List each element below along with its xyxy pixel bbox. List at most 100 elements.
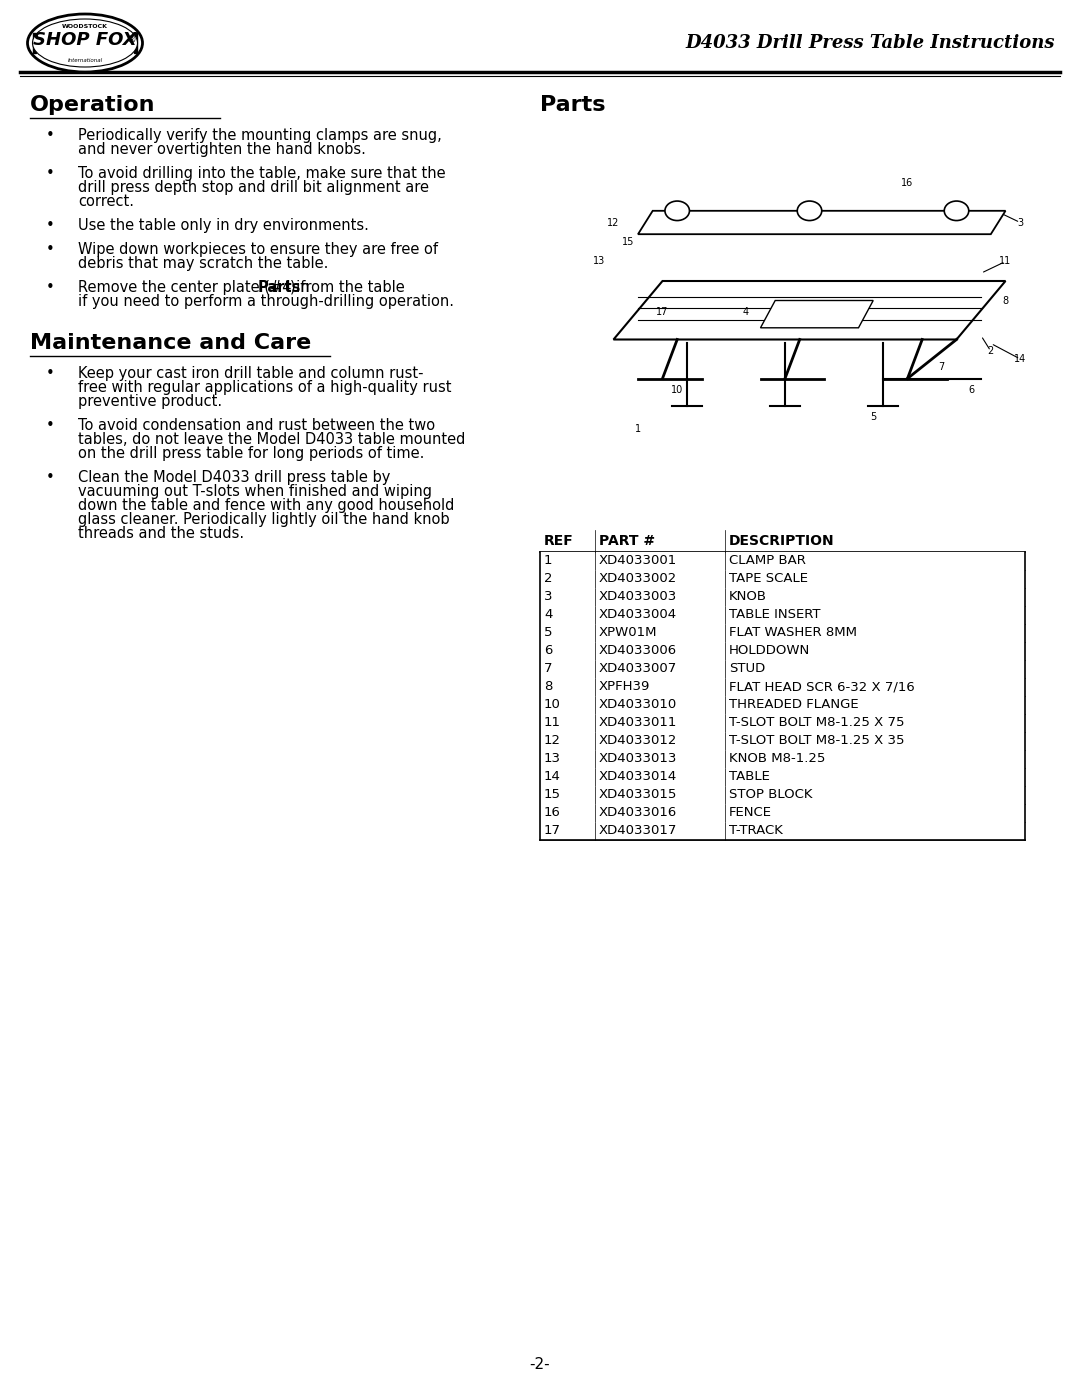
Text: 1: 1	[544, 555, 553, 567]
Bar	[540, 678, 1025, 696]
Text: 15: 15	[544, 788, 561, 802]
Text: 2: 2	[544, 573, 553, 585]
Text: D4033 Drill Press Table Instructions: D4033 Drill Press Table Instructions	[686, 34, 1055, 52]
Text: •: •	[45, 418, 54, 433]
Text: Parts: Parts	[540, 95, 606, 115]
Text: ) from the table: ) from the table	[291, 279, 405, 295]
Bar	[540, 624, 1025, 643]
Text: Clean the Model D4033 drill press table by: Clean the Model D4033 drill press table …	[78, 469, 390, 485]
Polygon shape	[613, 281, 1005, 339]
Text: T-SLOT BOLT M8-1.25 X 35: T-SLOT BOLT M8-1.25 X 35	[729, 735, 905, 747]
Circle shape	[944, 201, 969, 221]
Bar	[540, 805, 1025, 821]
Text: XD4033013: XD4033013	[599, 753, 677, 766]
Text: preventive product.: preventive product.	[78, 394, 222, 409]
FancyBboxPatch shape	[33, 34, 36, 53]
Text: threads and the studs.: threads and the studs.	[78, 527, 244, 541]
Text: 16: 16	[902, 179, 914, 189]
Text: 2: 2	[988, 346, 994, 356]
Text: XD4033014: XD4033014	[599, 771, 677, 784]
Text: KNOB: KNOB	[729, 591, 767, 604]
Text: 17: 17	[544, 824, 561, 837]
Text: XPFH39: XPFH39	[599, 680, 650, 693]
Text: down the table and fence with any good household: down the table and fence with any good h…	[78, 497, 455, 513]
Text: T-SLOT BOLT M8-1.25 X 75: T-SLOT BOLT M8-1.25 X 75	[729, 717, 905, 729]
Bar	[540, 750, 1025, 768]
Text: REF: REF	[544, 534, 573, 548]
Bar	[540, 768, 1025, 787]
Text: XD4033010: XD4033010	[599, 698, 677, 711]
Text: XD4033003: XD4033003	[599, 591, 677, 604]
Text: 10: 10	[544, 698, 561, 711]
Bar	[540, 606, 1025, 624]
Text: 13: 13	[593, 257, 605, 267]
Bar	[540, 659, 1025, 678]
Bar	[540, 588, 1025, 606]
Text: 8: 8	[1002, 296, 1009, 306]
Text: Wipe down workpieces to ensure they are free of: Wipe down workpieces to ensure they are …	[78, 242, 438, 257]
Text: free with regular applications of a high-quality rust: free with regular applications of a high…	[78, 380, 451, 395]
Text: International: International	[67, 57, 103, 63]
Circle shape	[665, 201, 689, 221]
Text: debris that may scratch the table.: debris that may scratch the table.	[78, 256, 328, 271]
Text: •: •	[45, 279, 54, 295]
Text: 14: 14	[1014, 353, 1026, 365]
Text: 10: 10	[671, 386, 684, 395]
Text: glass cleaner. Periodically lightly oil the hand knob: glass cleaner. Periodically lightly oil …	[78, 511, 449, 527]
Text: Keep your cast iron drill table and column rust-: Keep your cast iron drill table and colu…	[78, 366, 423, 381]
Text: if you need to perform a through-drilling operation.: if you need to perform a through-drillin…	[78, 293, 454, 309]
Text: Periodically verify the mounting clamps are snug,: Periodically verify the mounting clamps …	[78, 129, 442, 142]
Text: 11: 11	[999, 257, 1012, 267]
FancyBboxPatch shape	[134, 34, 137, 53]
Text: XD4033002: XD4033002	[599, 573, 677, 585]
Text: 12: 12	[544, 735, 561, 747]
Text: XD4033017: XD4033017	[599, 824, 677, 837]
Text: vacuuming out T-slots when finished and wiping: vacuuming out T-slots when finished and …	[78, 483, 432, 499]
Polygon shape	[760, 300, 874, 328]
Bar	[540, 552, 1025, 570]
Text: drill press depth stop and drill bit alignment are: drill press depth stop and drill bit ali…	[78, 180, 429, 196]
Text: XD4033012: XD4033012	[599, 735, 677, 747]
Text: THREADED FLANGE: THREADED FLANGE	[729, 698, 859, 711]
Circle shape	[797, 201, 822, 221]
Text: 4: 4	[544, 609, 552, 622]
Text: •: •	[45, 218, 54, 233]
Text: 7: 7	[939, 362, 945, 372]
Text: 7: 7	[544, 662, 553, 676]
Bar	[540, 696, 1025, 714]
Text: correct.: correct.	[78, 194, 134, 210]
Text: XD4033011: XD4033011	[599, 717, 677, 729]
Text: To avoid drilling into the table, make sure that the: To avoid drilling into the table, make s…	[78, 166, 446, 182]
Text: 12: 12	[607, 218, 620, 228]
Text: XD4033004: XD4033004	[599, 609, 677, 622]
Text: Operation: Operation	[30, 95, 156, 115]
Text: 17: 17	[657, 307, 669, 317]
Text: 3: 3	[544, 591, 553, 604]
Text: WOODSTOCK: WOODSTOCK	[62, 24, 108, 28]
Text: 11: 11	[544, 717, 561, 729]
Text: 4: 4	[743, 307, 748, 317]
Text: HOLDDOWN: HOLDDOWN	[729, 644, 810, 658]
Text: 8: 8	[544, 680, 552, 693]
Text: XPW01M: XPW01M	[599, 626, 658, 640]
Text: on the drill press table for long periods of time.: on the drill press table for long period…	[78, 446, 424, 461]
Text: FLAT WASHER 8MM: FLAT WASHER 8MM	[729, 626, 858, 640]
Text: •: •	[45, 129, 54, 142]
Text: KNOB M8-1.25: KNOB M8-1.25	[729, 753, 825, 766]
Bar	[540, 821, 1025, 840]
Text: 5: 5	[870, 412, 876, 422]
Text: DESCRIPTION: DESCRIPTION	[729, 534, 835, 548]
Text: -2-: -2-	[529, 1356, 551, 1372]
Ellipse shape	[32, 20, 137, 67]
Text: XD4033016: XD4033016	[599, 806, 677, 820]
Text: Use the table only in dry environments.: Use the table only in dry environments.	[78, 218, 369, 233]
Text: •: •	[45, 166, 54, 182]
Text: •: •	[45, 469, 54, 485]
Bar	[540, 529, 1025, 552]
Text: XD4033001: XD4033001	[599, 555, 677, 567]
Text: Remove the center plate (#4 in: Remove the center plate (#4 in	[78, 279, 314, 295]
Text: 16: 16	[544, 806, 561, 820]
Ellipse shape	[27, 14, 143, 73]
Text: 6: 6	[968, 386, 974, 395]
Bar	[540, 643, 1025, 659]
